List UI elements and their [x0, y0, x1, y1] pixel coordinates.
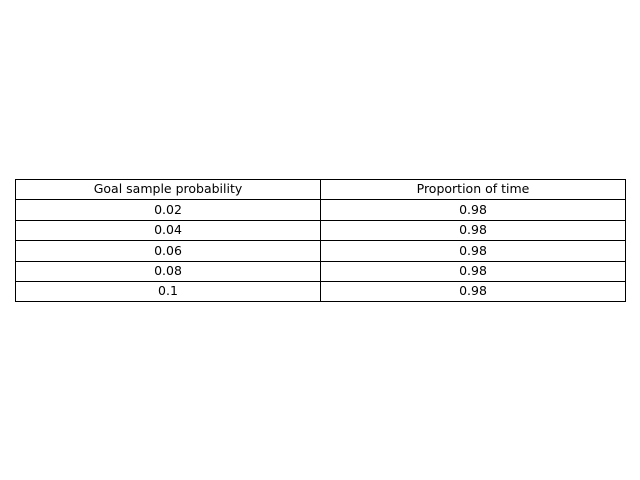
table-row: 0.1 0.98: [15, 280, 626, 303]
table-cell-goal-sample-probability: 0.08: [15, 260, 321, 282]
table-row: 0.02 0.98: [15, 199, 626, 221]
table-header-row: Goal sample probability Proportion of ti…: [15, 178, 626, 201]
table-cell-goal-sample-probability: 0.02: [15, 199, 321, 221]
table-row: 0.04 0.98: [15, 219, 626, 242]
column-header-proportion-of-time: Proportion of time: [320, 178, 626, 201]
table-row: 0.08 0.98: [15, 260, 626, 282]
table-cell-proportion-of-time: 0.98: [320, 219, 626, 242]
column-header-goal-sample-probability: Goal sample probability: [15, 178, 321, 201]
table-cell-goal-sample-probability: 0.1: [15, 280, 321, 303]
table-cell-proportion-of-time: 0.98: [320, 280, 626, 303]
table-cell-proportion-of-time: 0.98: [320, 240, 626, 262]
table-cell-goal-sample-probability: 0.04: [15, 219, 321, 242]
table-row: 0.06 0.98: [15, 240, 626, 262]
table-cell-proportion-of-time: 0.98: [320, 199, 626, 221]
table-cell-goal-sample-probability: 0.06: [15, 240, 321, 262]
table-cell-proportion-of-time: 0.98: [320, 260, 626, 282]
data-table: Goal sample probability Proportion of ti…: [15, 178, 626, 303]
